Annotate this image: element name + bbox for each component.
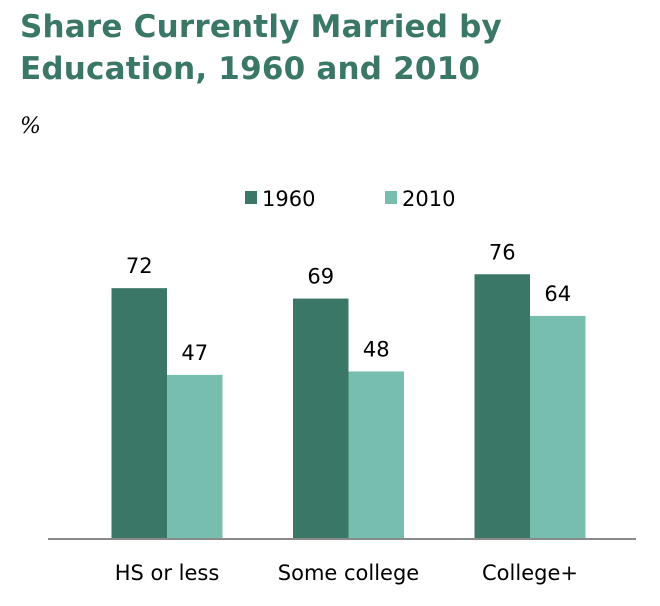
bar-1960-0 <box>111 288 167 538</box>
bar-2010-0 <box>167 374 223 538</box>
data-label-1960-0: 72 <box>126 254 153 278</box>
data-label-2010-2: 64 <box>544 282 571 306</box>
legend-swatch-2010 <box>385 191 397 204</box>
data-label-2010-0: 47 <box>181 341 208 365</box>
data-label-1960-2: 76 <box>489 240 516 264</box>
legend-swatch-1960 <box>245 191 257 204</box>
bar-2010-2 <box>530 315 586 538</box>
category-label: HS or less <box>115 561 220 585</box>
bar-2010-1 <box>348 371 404 538</box>
y-axis-unit-label: % <box>20 114 41 139</box>
data-label-1960-1: 69 <box>307 265 334 289</box>
legend-label-1960: 1960 <box>262 187 315 211</box>
legend-label-2010: 2010 <box>402 187 455 211</box>
chart-title: Share Currently Married by Education, 19… <box>20 9 502 87</box>
bar-1960-2 <box>474 274 530 538</box>
data-label-2010-1: 48 <box>363 337 390 361</box>
bar-1960-1 <box>293 298 349 538</box>
category-label: Some college <box>278 561 419 585</box>
category-label: College+ <box>482 561 578 585</box>
